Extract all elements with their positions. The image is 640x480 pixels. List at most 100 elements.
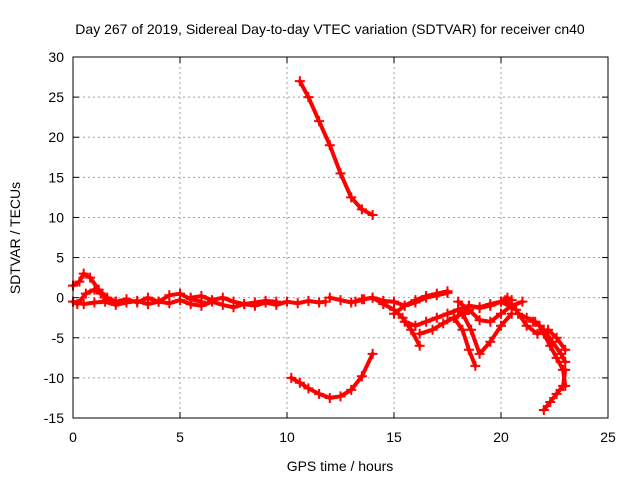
data-point bbox=[102, 294, 113, 305]
data-point bbox=[560, 364, 571, 375]
data-point bbox=[335, 295, 346, 306]
data-point bbox=[359, 294, 370, 305]
data-point bbox=[346, 192, 357, 203]
data-point bbox=[294, 76, 305, 87]
y-tick-label: 20 bbox=[48, 129, 64, 145]
data-point bbox=[466, 324, 477, 335]
data-point bbox=[558, 380, 569, 391]
data-point bbox=[421, 291, 432, 302]
data-point bbox=[324, 140, 335, 151]
data-point bbox=[528, 316, 539, 327]
data-point bbox=[271, 296, 282, 307]
x-axis-title: GPS time / hours bbox=[287, 458, 394, 474]
data-point bbox=[367, 348, 378, 359]
y-tick-label: -15 bbox=[44, 410, 64, 426]
data-point bbox=[414, 328, 425, 339]
data-point bbox=[228, 296, 239, 307]
data-point bbox=[356, 371, 367, 382]
data-point bbox=[485, 336, 496, 347]
data-point bbox=[95, 288, 106, 299]
data-point bbox=[442, 308, 453, 319]
axis-ticks: 0 5 10 15 20 25 -15 -10 -5 0 5 10 15 20 25 30 bbox=[44, 49, 616, 445]
data-point bbox=[175, 295, 185, 306]
series-line bbox=[451, 315, 478, 368]
series-track-8 bbox=[350, 292, 425, 351]
y-tick-label: 15 bbox=[48, 169, 64, 185]
data-point bbox=[346, 384, 357, 395]
data-point bbox=[196, 300, 207, 311]
series-track-9 bbox=[389, 286, 453, 319]
data-point bbox=[545, 340, 556, 351]
data-point bbox=[89, 284, 100, 295]
data-point bbox=[367, 210, 378, 221]
data-point bbox=[474, 348, 485, 359]
data-point bbox=[538, 404, 549, 415]
data-point bbox=[457, 308, 468, 319]
data-point bbox=[335, 391, 346, 402]
data-point bbox=[453, 296, 464, 307]
data-point bbox=[78, 268, 89, 279]
data-point bbox=[431, 312, 442, 323]
data-point bbox=[513, 308, 524, 319]
x-tick-label: 15 bbox=[386, 429, 402, 445]
y-tick-label: -10 bbox=[44, 370, 64, 386]
data-point bbox=[164, 298, 175, 309]
data-point bbox=[496, 320, 506, 331]
series-track-6 bbox=[286, 348, 378, 403]
data-point bbox=[314, 116, 325, 127]
data-point bbox=[463, 344, 474, 355]
y-tick-label: 5 bbox=[56, 250, 64, 266]
data-point bbox=[74, 276, 85, 287]
data-point bbox=[335, 168, 346, 179]
data-point bbox=[110, 296, 121, 307]
data-point bbox=[260, 295, 271, 306]
data-point bbox=[474, 302, 485, 313]
grid bbox=[73, 57, 608, 418]
data-point bbox=[534, 320, 545, 331]
data-point bbox=[196, 291, 207, 302]
data-point bbox=[485, 299, 496, 310]
y-tick-label: 25 bbox=[48, 89, 64, 105]
chart-title: Day 267 of 2019, Sidereal Day-to-day VTE… bbox=[75, 21, 585, 37]
data-point bbox=[207, 295, 218, 306]
data-point bbox=[545, 396, 556, 407]
data-point bbox=[421, 316, 432, 327]
data-point bbox=[399, 316, 410, 327]
data-point bbox=[249, 297, 260, 308]
data-point bbox=[292, 298, 303, 309]
data-point bbox=[517, 296, 528, 307]
data-point bbox=[324, 292, 335, 303]
y-tick-label: 0 bbox=[56, 290, 64, 306]
series-line bbox=[460, 311, 514, 356]
y-tick-label: 10 bbox=[48, 209, 64, 225]
data-point bbox=[457, 324, 468, 335]
data-point bbox=[427, 324, 438, 335]
data-point bbox=[521, 312, 532, 323]
data-point bbox=[303, 92, 314, 103]
data-point bbox=[121, 297, 132, 308]
data-point bbox=[485, 316, 496, 327]
data-point bbox=[442, 286, 453, 297]
series-track-15 bbox=[457, 308, 517, 359]
x-tick-label: 0 bbox=[69, 429, 77, 445]
y-axis-title: SDTVAR / TECUs bbox=[7, 182, 23, 294]
data-point bbox=[282, 296, 292, 307]
data-point bbox=[410, 295, 421, 306]
y-tick-label: 30 bbox=[48, 49, 64, 65]
data-point bbox=[153, 296, 164, 307]
data-point bbox=[314, 388, 325, 399]
data-point bbox=[142, 299, 153, 310]
data-point bbox=[500, 295, 511, 306]
x-tick-label: 10 bbox=[279, 429, 295, 445]
series-track-3 bbox=[72, 284, 121, 310]
plot-frame bbox=[72, 56, 609, 419]
x-tick-label: 25 bbox=[600, 429, 616, 445]
data-point bbox=[367, 292, 378, 303]
data-point bbox=[438, 318, 449, 329]
data-point bbox=[399, 300, 410, 311]
data-point bbox=[132, 295, 143, 306]
y-tick-label: -5 bbox=[52, 330, 65, 346]
data-point bbox=[286, 372, 297, 383]
data-point bbox=[474, 315, 485, 326]
